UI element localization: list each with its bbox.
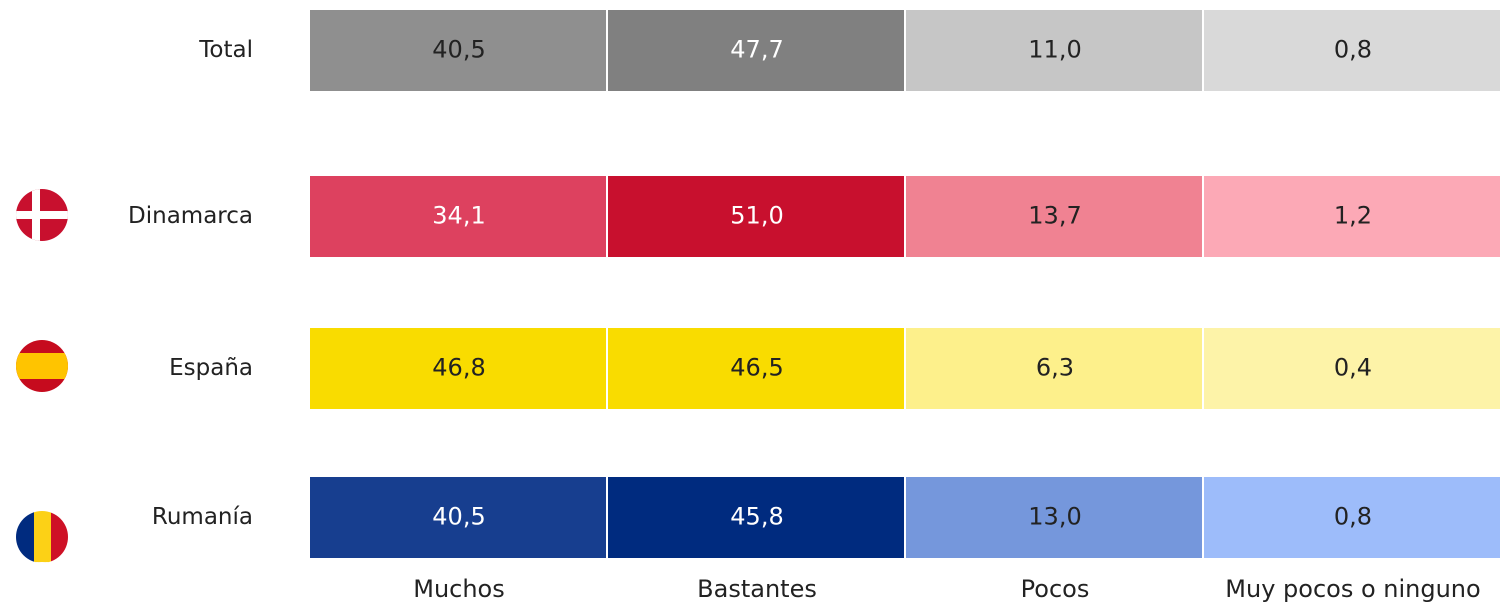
cell bbox=[310, 328, 606, 409]
cell-value: 34,1 bbox=[432, 202, 485, 230]
cell bbox=[1204, 477, 1500, 558]
cell bbox=[906, 328, 1202, 409]
cell bbox=[608, 328, 904, 409]
cell-value: 11,0 bbox=[1028, 36, 1081, 64]
cell bbox=[906, 176, 1202, 257]
cell bbox=[310, 176, 606, 257]
cell-value: 47,7 bbox=[730, 36, 783, 64]
cell-value: 40,5 bbox=[432, 36, 485, 64]
column-header: Bastantes bbox=[697, 575, 817, 603]
row-label: España bbox=[169, 355, 253, 381]
row-label: Rumanía bbox=[152, 504, 253, 530]
cell bbox=[906, 477, 1202, 558]
cell-value: 0,8 bbox=[1334, 36, 1372, 64]
cell-value: 6,3 bbox=[1036, 354, 1074, 382]
cell bbox=[1204, 176, 1500, 257]
cell bbox=[608, 10, 904, 91]
row-label: Total bbox=[198, 37, 253, 63]
row-label: Dinamarca bbox=[128, 203, 253, 229]
cell bbox=[310, 477, 606, 558]
cell bbox=[608, 477, 904, 558]
cell-value: 40,5 bbox=[432, 503, 485, 531]
cell-value: 0,8 bbox=[1334, 503, 1372, 531]
cell-value: 0,4 bbox=[1334, 354, 1372, 382]
cell-value: 13,0 bbox=[1028, 503, 1081, 531]
cell-value: 45,8 bbox=[730, 503, 783, 531]
cell bbox=[1204, 10, 1500, 91]
cell bbox=[906, 10, 1202, 91]
cell bbox=[608, 176, 904, 257]
flag-spain bbox=[16, 340, 68, 392]
cell bbox=[310, 10, 606, 91]
cell-value: 51,0 bbox=[730, 202, 783, 230]
cell-value: 1,2 bbox=[1334, 202, 1372, 230]
cell-value: 46,5 bbox=[730, 354, 783, 382]
column-header: Muy pocos o ninguno bbox=[1225, 575, 1480, 603]
cell bbox=[1204, 328, 1500, 409]
flag-romania bbox=[16, 511, 68, 563]
flag-denmark bbox=[16, 189, 68, 241]
cell-value: 13,7 bbox=[1028, 202, 1081, 230]
cell-value: 46,8 bbox=[432, 354, 485, 382]
column-header: Pocos bbox=[1021, 575, 1090, 603]
column-header: Muchos bbox=[413, 575, 505, 603]
